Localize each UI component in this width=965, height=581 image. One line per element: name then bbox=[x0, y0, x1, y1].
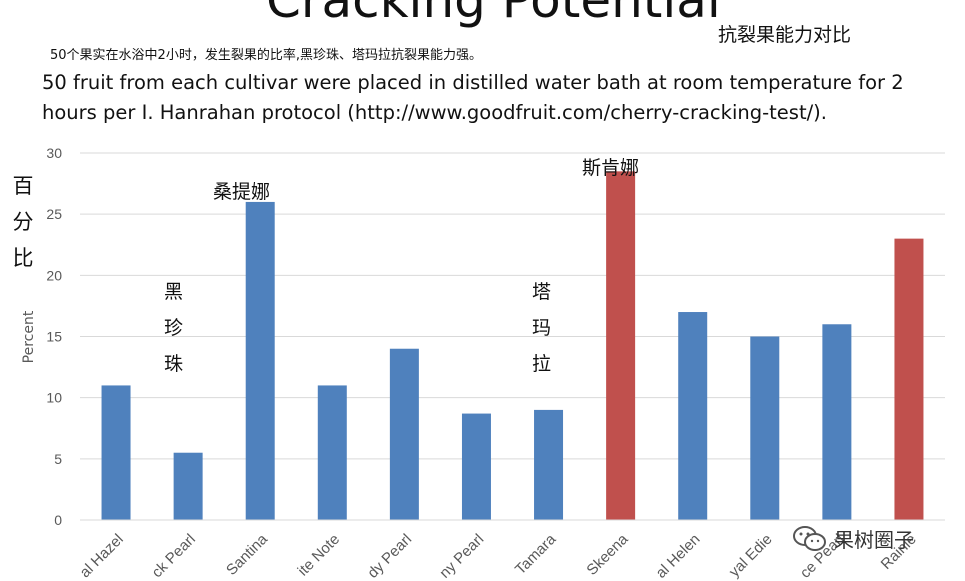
chart-title-cn: 抗裂果能力对比 bbox=[718, 24, 852, 46]
bar bbox=[317, 385, 347, 520]
bar bbox=[750, 336, 780, 520]
y-tick-labels: 0 5 10 15 20 25 30 bbox=[46, 145, 62, 528]
bar bbox=[534, 409, 564, 520]
watermark: 果树圈子 bbox=[792, 524, 914, 553]
category-label: Skeena bbox=[583, 530, 631, 578]
category-label: dy Pearl bbox=[364, 531, 415, 581]
annotation-char: 玛 bbox=[532, 317, 552, 339]
category-label: al Hazel bbox=[77, 531, 127, 581]
y-tick-label: 30 bbox=[46, 145, 62, 161]
bar bbox=[822, 324, 852, 520]
y-axis-label-cn-char: 分 bbox=[12, 210, 34, 234]
y-tick-label: 5 bbox=[54, 451, 62, 467]
annotation-black-pearl: 黑 珍 珠 bbox=[164, 274, 183, 382]
y-tick-label: 10 bbox=[46, 390, 62, 406]
y-tick-label: 15 bbox=[46, 329, 62, 345]
bar bbox=[389, 348, 419, 520]
bar bbox=[461, 413, 491, 520]
bar bbox=[101, 385, 131, 520]
category-label: Santina bbox=[223, 530, 271, 578]
y-tick-label: 25 bbox=[46, 206, 62, 222]
annotation-tamara: 塔 玛 拉 bbox=[532, 274, 551, 382]
description: 50 fruit from each cultivar were placed … bbox=[42, 71, 904, 124]
annotation-santina: 桑提娜 bbox=[213, 181, 271, 203]
bar bbox=[173, 452, 203, 520]
annotation-char: 珍 bbox=[164, 317, 184, 339]
category-label: al Helen bbox=[653, 531, 704, 581]
annotation-char: 珠 bbox=[164, 353, 184, 375]
category-label: ny Pearl bbox=[436, 531, 487, 581]
y-axis-label-cn-char: 比 bbox=[12, 246, 34, 270]
bar bbox=[894, 238, 924, 520]
annotation-char: 黑 bbox=[164, 281, 184, 303]
category-label: yal Edie bbox=[726, 531, 776, 581]
y-axis-label-cn: 百 分 比 bbox=[10, 168, 36, 276]
y-tick-label: 20 bbox=[46, 267, 62, 283]
bar bbox=[678, 312, 708, 520]
watermark-text: 果树圈子 bbox=[834, 528, 914, 552]
annotation-char: 塔 bbox=[532, 281, 552, 303]
wechat-icon bbox=[793, 525, 826, 551]
annotation-skeena: 斯肯娜 bbox=[582, 157, 640, 179]
y-axis-label: Percent bbox=[21, 310, 37, 364]
note-cn: 50个果实在水浴中2小时，发生裂果的比率,黑珍珠、塔玛拉抗裂果能力强。 bbox=[50, 48, 482, 63]
bar bbox=[606, 171, 636, 520]
bars bbox=[101, 171, 924, 520]
bar bbox=[245, 201, 275, 520]
category-label: ck Pearl bbox=[149, 531, 199, 581]
gridlines bbox=[80, 152, 945, 460]
annotation-char: 拉 bbox=[532, 353, 552, 375]
y-axis-label-cn-char: 百 bbox=[12, 174, 34, 198]
category-label: ite Note bbox=[295, 531, 344, 580]
chart-title: Cracking Potential bbox=[266, 0, 721, 29]
category-label: Tamara bbox=[512, 530, 560, 578]
y-tick-label: 0 bbox=[54, 512, 62, 528]
